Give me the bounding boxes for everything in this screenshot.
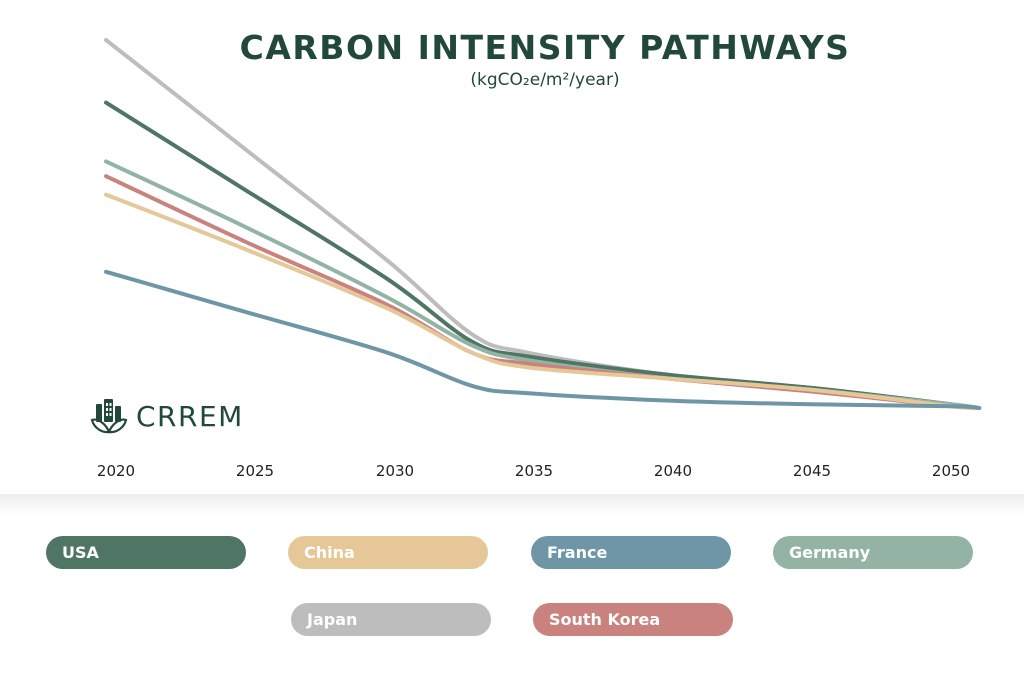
series-line-china	[104, 192, 982, 411]
legend-item-usa: USA	[46, 536, 246, 569]
legend-item-china: China	[288, 536, 488, 569]
series-line-south-korea	[104, 174, 982, 411]
legend-item-france: France	[531, 536, 731, 569]
series-line-france	[104, 269, 982, 410]
chart-title: CARBON INTENSITY PATHWAYS	[239, 28, 851, 67]
logo-text: CRREM	[136, 399, 244, 433]
legend-item-germany: Germany	[773, 536, 973, 569]
x-tick-label: 2025	[235, 462, 275, 480]
x-tick-label: 2035	[514, 462, 554, 480]
x-tick-label: 2040	[653, 462, 693, 480]
x-tick-label: 2020	[96, 462, 136, 480]
crrem-logo: CRREM	[90, 396, 244, 436]
legend-item-japan: Japan	[291, 603, 491, 636]
x-tick-label: 2045	[792, 462, 832, 480]
x-tick-label: 2030	[375, 462, 415, 480]
chart-subtitle: (kgCO₂e/m²/year)	[470, 70, 620, 90]
divider-shadow	[0, 494, 1024, 516]
legend-item-south-korea: South Korea	[533, 603, 733, 636]
leaf-building-icon	[90, 399, 128, 434]
x-tick-label: 2050	[931, 462, 971, 480]
